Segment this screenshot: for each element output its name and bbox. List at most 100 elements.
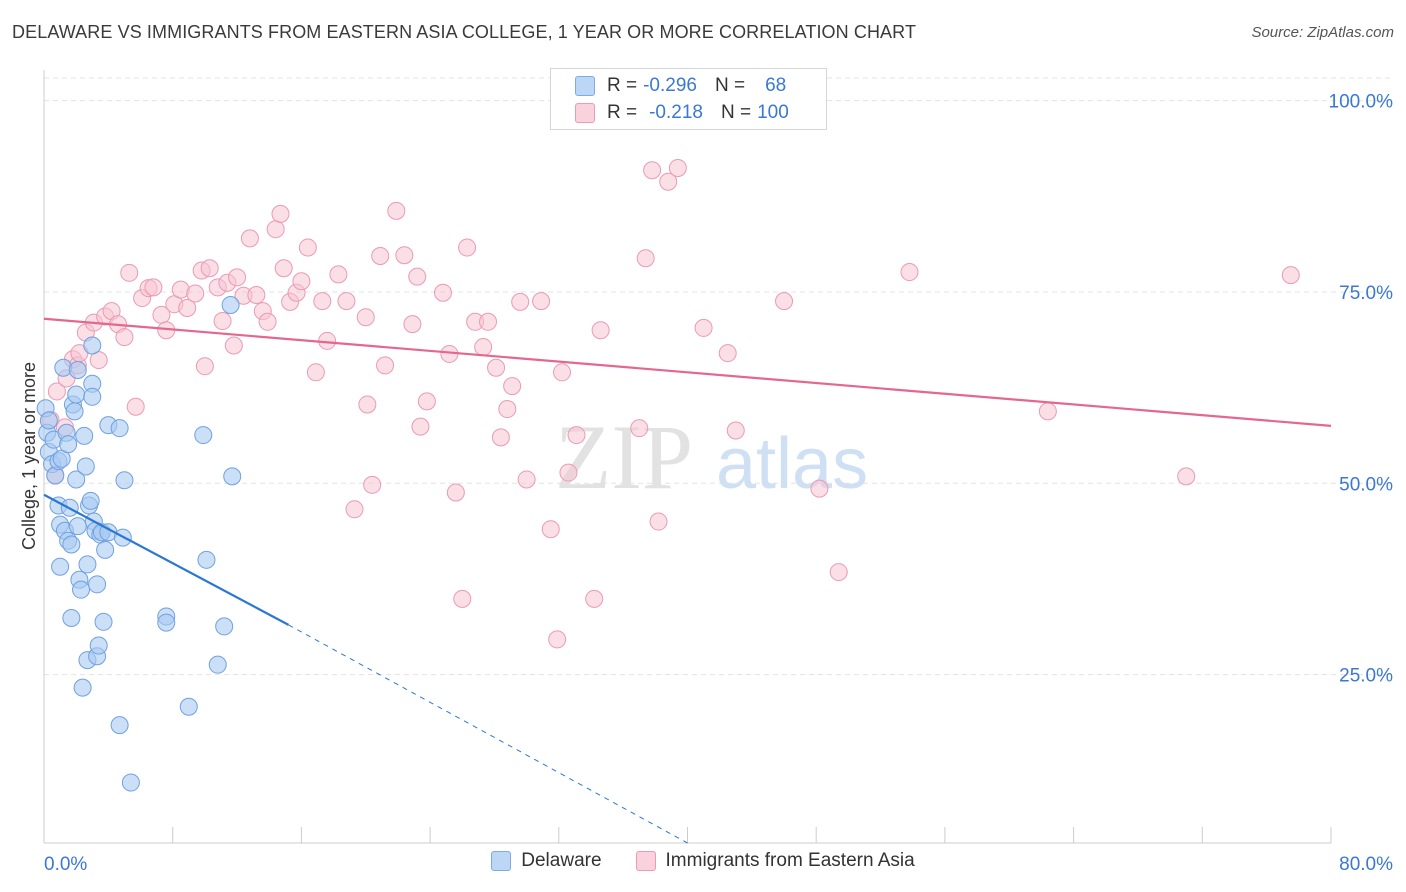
data-point-delaware [96, 540, 115, 559]
data-point-immigrants [274, 259, 293, 278]
data-point-immigrants [213, 312, 232, 331]
data-point-immigrants [433, 283, 452, 302]
data-point-delaware [110, 419, 129, 438]
data-point-immigrants [453, 589, 472, 608]
trend-line-delaware-extension [288, 624, 688, 844]
data-point-delaware [94, 612, 113, 631]
data-point-delaware [72, 580, 91, 599]
tick-labels: 25.0% 50.0% 75.0% 100.0% 0.0% 80.0% [44, 92, 1393, 875]
chart-title: DELAWARE VS IMMIGRANTS FROM EASTERN ASIA… [12, 22, 917, 42]
data-point-immigrants [387, 201, 406, 220]
series-legend: Delaware Immigrants from Eastern Asia [0, 850, 1406, 872]
data-point-delaware [208, 655, 227, 674]
series-immigrants-eastern-asia [41, 158, 1300, 649]
data-point-immigrants [313, 292, 332, 311]
trend-line-delaware [43, 493, 290, 626]
data-point-immigrants [718, 344, 737, 363]
data-point-delaware [73, 678, 92, 697]
data-point-immigrants [186, 284, 205, 303]
data-point-immigrants [403, 315, 422, 334]
data-point-delaware [115, 471, 134, 490]
data-point-delaware [59, 435, 78, 454]
data-point-immigrants [292, 272, 311, 291]
data-point-immigrants [408, 267, 427, 286]
data-point-immigrants [115, 328, 134, 347]
legend-swatch-blue [575, 76, 595, 96]
data-point-delaware [68, 517, 87, 536]
data-point-delaware [46, 466, 65, 485]
trend-lines [43, 317, 1332, 844]
data-point-immigrants [548, 630, 567, 649]
x-tick-label: 0.0% [44, 854, 87, 875]
data-point-delaware [62, 535, 81, 554]
data-point-immigrants [395, 246, 414, 265]
data-point-immigrants [726, 421, 745, 440]
data-point-delaware [194, 426, 213, 445]
legend-label-immigrants: Immigrants from Eastern Asia [665, 850, 915, 871]
data-point-immigrants [247, 286, 266, 305]
y-tick-label: 50.0% [1339, 474, 1393, 495]
data-point-immigrants [228, 268, 247, 287]
data-point-immigrants [829, 563, 848, 582]
trend-line-immigrants [43, 317, 1332, 427]
x-tick-label: 80.0% [1339, 854, 1393, 875]
data-point-immigrants [345, 500, 364, 519]
data-point-immigrants [120, 263, 139, 282]
r-label: R = [607, 75, 638, 96]
data-point-delaware [68, 361, 87, 380]
data-point-delaware [197, 550, 216, 569]
legend-item-delaware: Delaware [491, 850, 602, 872]
data-point-immigrants [567, 426, 586, 445]
data-point-immigrants [900, 263, 919, 282]
y-tick-label: 75.0% [1339, 283, 1393, 304]
data-point-delaware [179, 697, 198, 716]
data-point-delaware [65, 402, 84, 421]
legend-swatch-pink [575, 103, 595, 123]
data-point-immigrants [668, 158, 687, 177]
data-point-immigrants [585, 589, 604, 608]
data-point-delaware [39, 411, 58, 430]
data-point-immigrants [511, 292, 530, 311]
data-point-delaware [88, 575, 107, 594]
data-point-immigrants [371, 246, 390, 265]
n-value: 100 [757, 102, 789, 123]
data-point-immigrants [694, 318, 713, 337]
correlation-legend: R = -0.296 N = 68 R = -0.218 N = 100 [550, 68, 827, 130]
data-point-delaware [89, 636, 108, 655]
data-point-delaware [51, 557, 70, 576]
data-point-delaware [67, 470, 86, 489]
data-point-immigrants [126, 397, 145, 416]
data-point-delaware [223, 467, 242, 486]
data-point-delaware [110, 716, 129, 735]
r-value: -0.218 [649, 102, 703, 123]
data-point-immigrants [178, 299, 197, 318]
legend-row-delaware: R = -0.296 N = 68 [575, 73, 786, 99]
data-point-immigrants [498, 400, 517, 419]
data-point-immigrants [417, 392, 436, 411]
n-label: N = [720, 102, 752, 123]
data-point-immigrants [659, 172, 678, 191]
data-point-immigrants [271, 204, 290, 223]
data-point-immigrants [630, 419, 649, 438]
data-point-immigrants [636, 249, 655, 268]
data-point-delaware [75, 426, 94, 445]
data-point-immigrants [532, 292, 551, 311]
data-point-immigrants [356, 308, 375, 327]
gridlines [44, 77, 1393, 676]
data-point-immigrants [306, 363, 325, 382]
watermark-zip: ZIP [555, 406, 693, 508]
data-point-immigrants [358, 395, 377, 414]
data-point-immigrants [810, 479, 829, 498]
data-point-immigrants [458, 238, 477, 257]
legend-swatch-blue [491, 851, 512, 871]
data-point-immigrants [376, 356, 395, 375]
legend-swatch-pink [635, 851, 656, 871]
data-point-immigrants [541, 520, 560, 539]
data-point-immigrants [559, 463, 578, 482]
data-point-delaware [121, 773, 140, 792]
data-point-immigrants [224, 336, 243, 355]
data-point-delaware [215, 617, 234, 636]
data-point-immigrants [363, 475, 382, 494]
data-point-immigrants [553, 363, 572, 382]
data-point-delaware [67, 385, 86, 404]
